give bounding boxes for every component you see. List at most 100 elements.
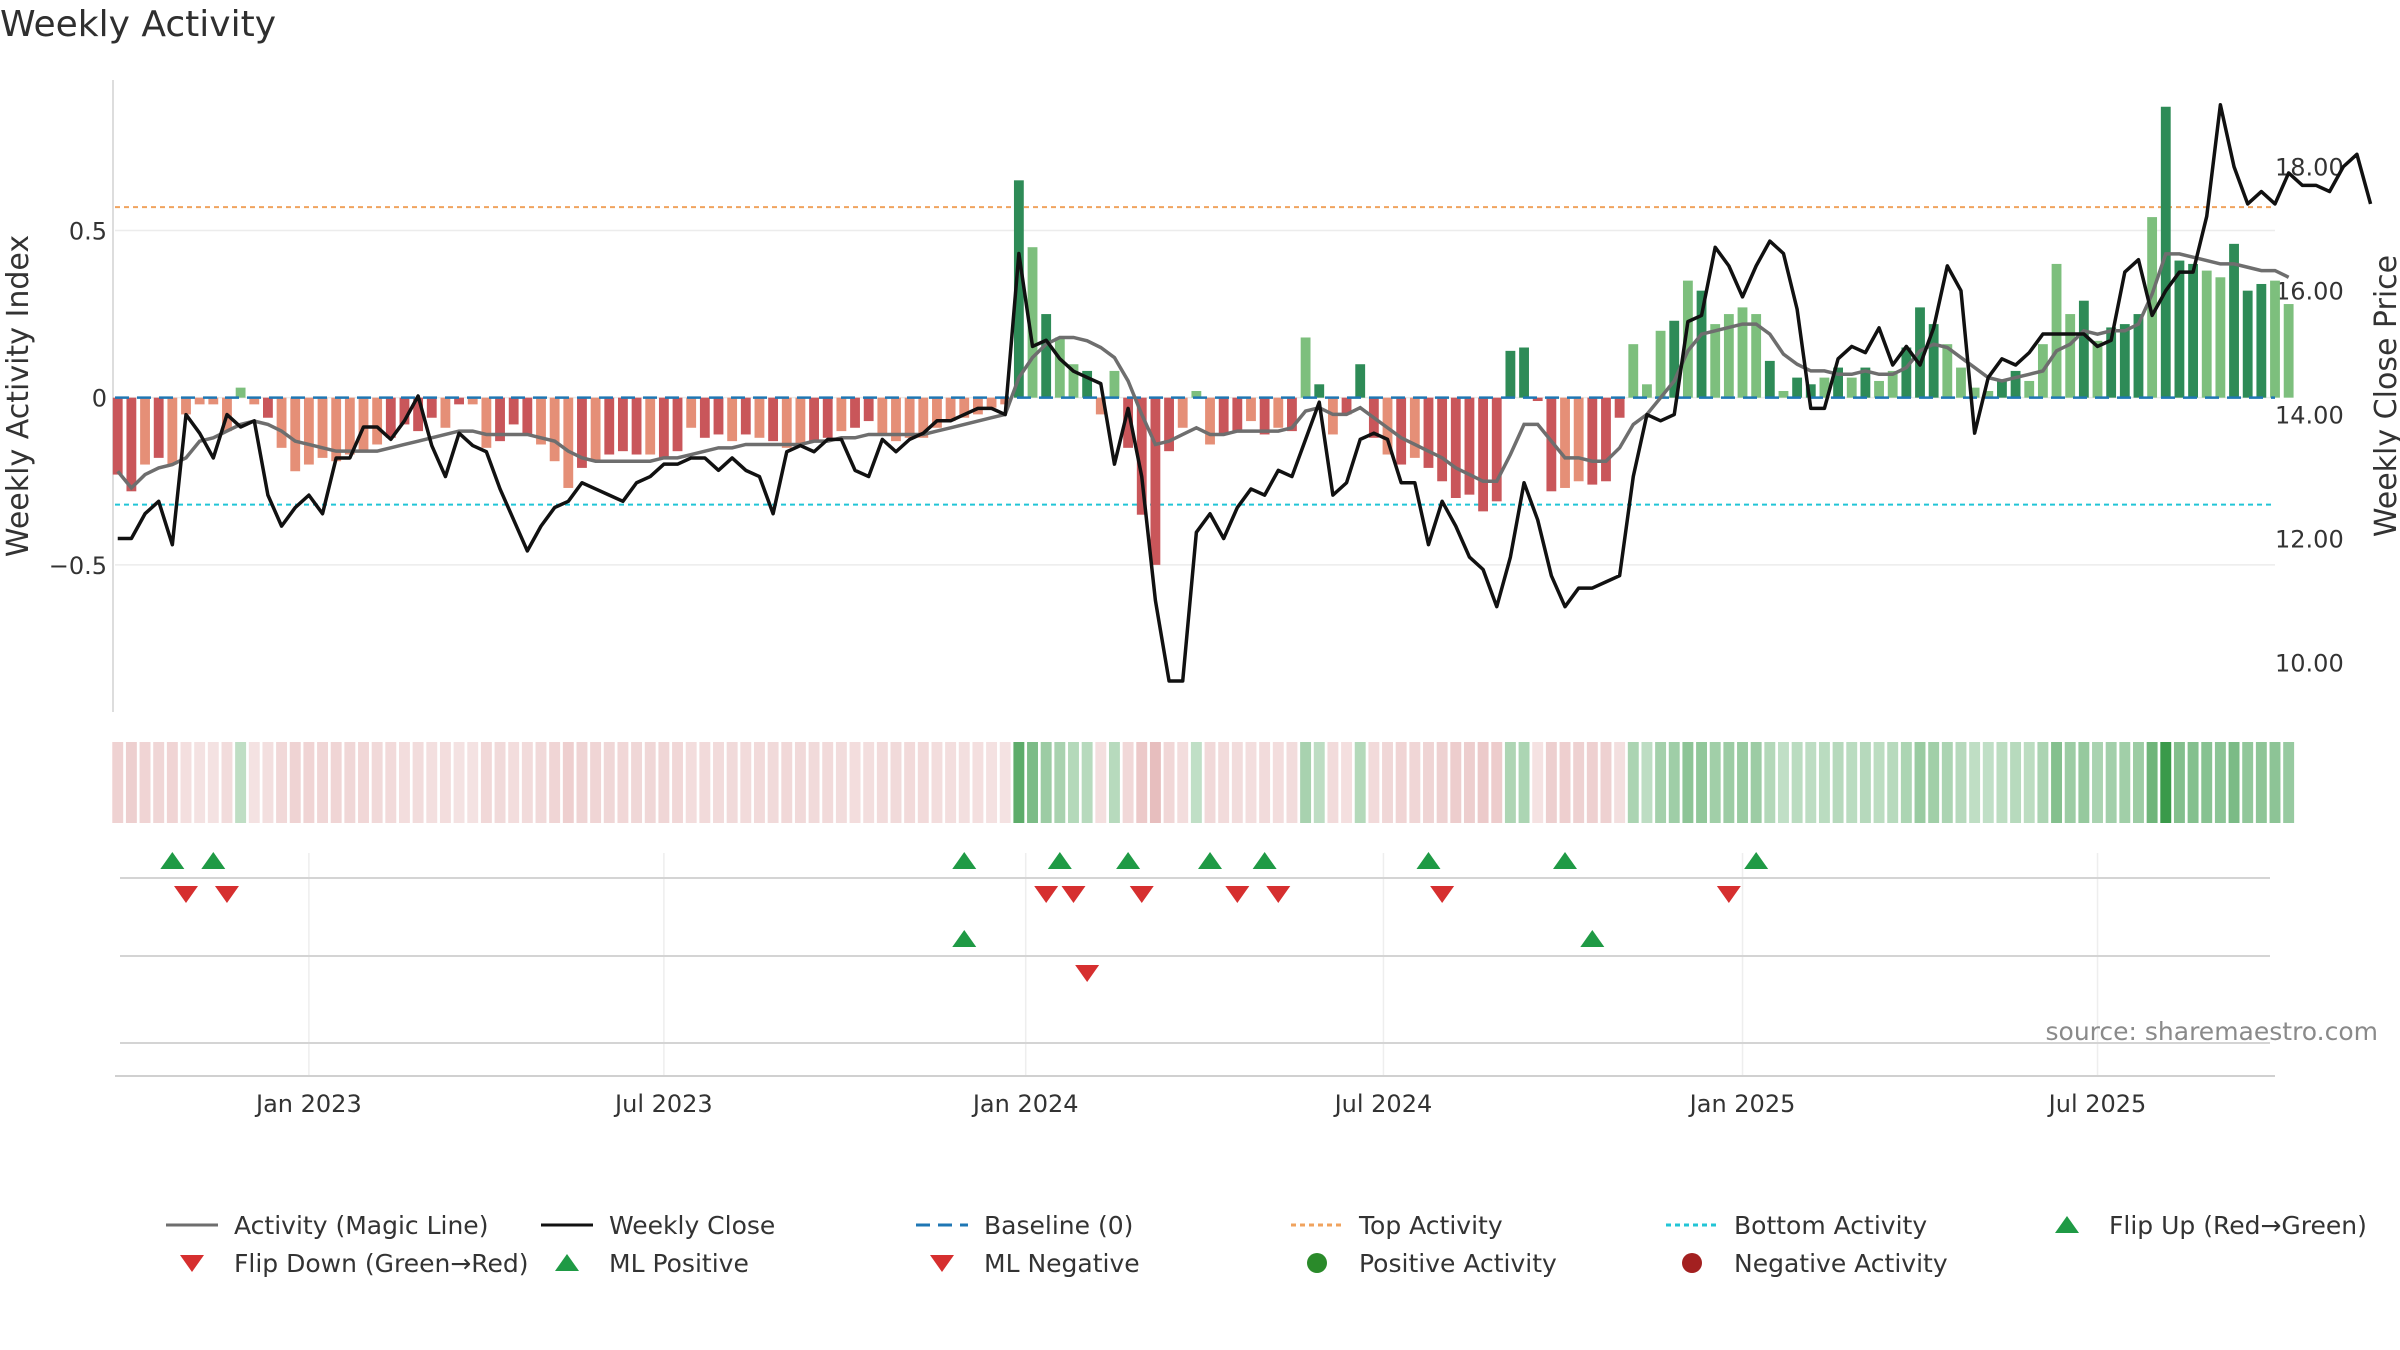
legend-label: Baseline (0) (984, 1210, 1134, 1240)
activity-bar (1287, 397, 1297, 432)
legend-weekly-close: Weekly Close (535, 1211, 910, 1240)
activity-bar (795, 397, 806, 445)
activity-bar (126, 397, 137, 492)
heatmap-cell (1969, 742, 1981, 823)
activity-bar (1177, 397, 1188, 428)
activity-bar (645, 397, 656, 455)
activity-bar (672, 397, 683, 452)
flip-down-marker (214, 886, 239, 903)
weekly-activity-chart: 0.50−0.518.0016.0014.0012.0010.00Weekly … (1, 80, 2400, 1118)
activity-bar (1969, 387, 1980, 398)
activity-bar (1478, 397, 1489, 512)
heatmap-cell (1395, 742, 1407, 823)
heatmap-cell (849, 742, 861, 823)
heatmap-cell (1641, 742, 1653, 823)
heatmap-cell (794, 742, 806, 823)
activity-bar (1546, 397, 1557, 492)
x-tick-label: Jan 2023 (254, 1090, 362, 1118)
activity-bar (317, 397, 328, 458)
flip-up-marker (1252, 852, 1277, 869)
legend-label: Flip Up (Red→Green) (2109, 1210, 2367, 1240)
activity-bar (1246, 397, 1256, 422)
baseline-swatch (916, 1223, 968, 1227)
flip-down-marker (1716, 886, 1741, 903)
y-right-tick-label: 14.00 (2275, 402, 2344, 430)
activity-bar (1942, 344, 1953, 398)
heatmap-cell (1354, 742, 1366, 823)
activity-bar (426, 397, 437, 418)
activity-bar (2201, 270, 2212, 398)
flip-up-marker (1744, 852, 1769, 869)
activity-bar (1423, 397, 1434, 468)
heatmap-cell (1286, 742, 1298, 823)
ml-negative-marker (1075, 965, 1100, 982)
activity-bar (549, 397, 560, 462)
legend-flip-down: Flip Down (Green→Red) (160, 1249, 535, 1278)
legend: Activity (Magic Line) Weekly Close Basel… (160, 1206, 2400, 1282)
heatmap-cell (426, 742, 438, 823)
activity-bar (1396, 397, 1407, 465)
activity-bar (1300, 337, 1311, 398)
heatmap-cell (1709, 742, 1721, 823)
heatmap-cell (549, 742, 561, 823)
activity-bar (2188, 263, 2198, 398)
x-tick-label: Jul 2024 (1333, 1090, 1433, 1118)
heatmap-cell (1177, 742, 1189, 823)
flip-down-marker (173, 886, 198, 903)
heatmap-cell (1723, 742, 1735, 823)
activity-bar (768, 397, 779, 442)
activity-bar (481, 397, 492, 448)
activity-bar (1041, 314, 1052, 398)
flip-up-marker (1416, 852, 1441, 869)
y-right-tick-label: 16.00 (2275, 278, 2344, 306)
activity-bar (1819, 377, 1830, 398)
activity-bar (2283, 304, 2294, 398)
activity-bar (1095, 397, 1106, 415)
activity-bar (2119, 324, 2130, 398)
activity-bar (1314, 384, 1325, 398)
activity-bar (740, 397, 751, 435)
bottom-activity-swatch (1666, 1223, 1718, 1227)
heatmap-cell (1859, 742, 1871, 823)
activity-bar (467, 397, 478, 405)
heatmap-cell (562, 742, 574, 823)
flip-up-icon (2055, 1216, 2079, 1233)
heatmap-cell (1245, 742, 1257, 823)
heatmap-cell (276, 742, 288, 823)
activity-bar (1642, 384, 1652, 398)
heatmap-cell (1818, 742, 1830, 823)
heatmap-cell (412, 742, 424, 823)
activity-bar (2215, 277, 2226, 398)
activity-bar (1054, 337, 1065, 398)
heatmap-cell (1764, 742, 1776, 823)
heatmap-cell (1846, 742, 1858, 823)
flip-down-marker (1266, 886, 1291, 903)
activity-bar (140, 397, 150, 465)
heatmap-cell (644, 742, 656, 823)
activity-bar (904, 397, 915, 438)
activity-bar (1109, 370, 1120, 398)
activity-bar (1778, 390, 1789, 398)
activity-bar (1983, 390, 1994, 398)
heatmap-cell (1532, 742, 1544, 823)
heatmap-cell (358, 742, 369, 823)
heatmap-cell (2133, 742, 2144, 823)
heatmap-cell (1750, 742, 1762, 823)
heatmap-cell (398, 742, 410, 823)
activity-bar (153, 397, 164, 458)
heatmap-cell (494, 742, 506, 823)
heatmap-cell (904, 742, 916, 823)
heatmap-cell (863, 742, 875, 823)
activity-bar (276, 397, 287, 448)
heatmap-cell (180, 742, 192, 823)
heatmap-cell (467, 742, 479, 823)
legend-label: Bottom Activity (1734, 1210, 1928, 1240)
heatmap-cell (999, 742, 1011, 823)
heatmap-cell (1436, 742, 1448, 823)
activity-bar (563, 397, 574, 488)
heatmap-cell (125, 742, 137, 823)
heatmap-cell (1941, 742, 1953, 823)
heatmap-cell (931, 742, 943, 823)
activity-bar (2024, 380, 2035, 398)
heatmap-cell (1409, 742, 1421, 823)
